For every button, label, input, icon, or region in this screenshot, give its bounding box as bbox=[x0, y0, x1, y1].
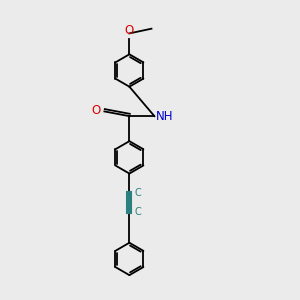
Text: C: C bbox=[135, 206, 142, 217]
Text: NH: NH bbox=[156, 110, 173, 123]
Text: O: O bbox=[125, 24, 134, 37]
Text: C: C bbox=[135, 188, 142, 198]
Text: O: O bbox=[92, 104, 101, 117]
